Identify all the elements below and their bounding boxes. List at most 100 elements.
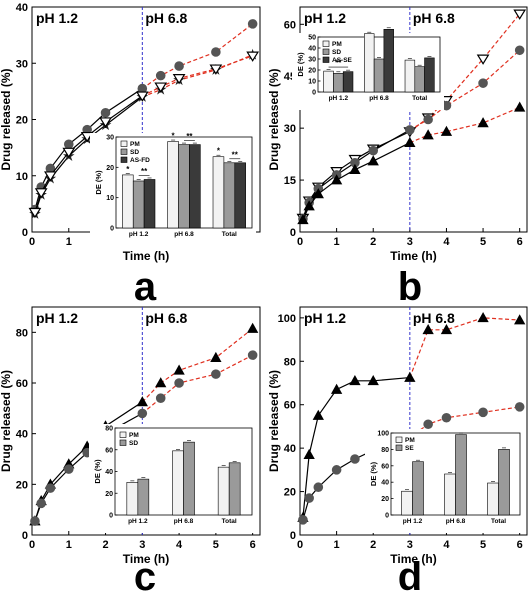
inset-group-label: pH 1.2 <box>329 95 349 102</box>
inset-bar <box>212 156 225 229</box>
y-tick-label: 30 <box>16 58 28 70</box>
inset-bar <box>404 59 416 93</box>
data-point <box>209 64 223 75</box>
data-point <box>154 82 168 93</box>
data-point <box>297 214 309 225</box>
inset-y-tick-label: 40 <box>381 480 389 487</box>
data-point <box>155 377 167 388</box>
inset-y-tick-label: 0 <box>110 226 114 233</box>
x-tick-label: 6 <box>517 236 523 248</box>
inset-bar <box>487 482 499 516</box>
data-point <box>173 364 185 375</box>
inset-y-tick-label: 40 <box>308 46 316 53</box>
inset-bar <box>137 478 150 516</box>
data-point <box>34 188 48 199</box>
y-tick-label: 20 <box>16 479 28 491</box>
x-tick-label: 3 <box>407 539 413 551</box>
data-point <box>30 516 40 526</box>
y-tick-label: 0 <box>290 227 296 239</box>
data-point <box>350 454 360 464</box>
x-tick-label: 4 <box>176 539 183 551</box>
data-point <box>211 369 221 379</box>
y-tick-label: 40 <box>16 429 28 441</box>
inset-y-axis-label: DE (%) <box>296 52 305 77</box>
inset-legend-swatch <box>395 444 403 451</box>
series-2 <box>28 51 260 219</box>
inset-legend-label: AS-SE <box>332 57 353 64</box>
data-point <box>514 101 526 112</box>
data-point <box>423 114 433 125</box>
data-point <box>514 314 526 325</box>
inset-y-tick-label: 20 <box>106 165 114 172</box>
panel-letter: b <box>398 265 422 309</box>
data-point <box>440 323 453 335</box>
inset-group-label: Total <box>222 518 237 525</box>
data-point <box>63 139 74 150</box>
inset-group-label: Total <box>412 95 427 102</box>
data-point <box>304 493 314 503</box>
data-point <box>367 375 379 386</box>
data-point <box>172 74 186 85</box>
panel-a: 0102030400123456Time (h)Drug released (%… <box>0 2 261 309</box>
y-tick-label: 80 <box>16 327 28 339</box>
inset-legend-label: PM <box>130 141 140 148</box>
data-point <box>36 498 46 509</box>
inset-bar <box>373 58 385 93</box>
inset-y-tick-label: 10 <box>308 79 316 86</box>
x-tick-label: 0 <box>297 236 303 248</box>
inset-y-tick-label: 80 <box>381 447 389 454</box>
x-axis-label: Time (h) <box>390 552 436 566</box>
inset-y-tick-label: 100 <box>377 431 389 438</box>
x-tick-label: 2 <box>370 236 376 248</box>
y-axis-label: Drug released (%) <box>267 370 281 472</box>
inset-bar <box>178 144 190 229</box>
y-tick-label: 0 <box>22 530 28 542</box>
data-point <box>62 147 76 159</box>
inset-y-tick-label: 0 <box>109 513 113 520</box>
y-axis-label: Drug released (%) <box>0 370 13 472</box>
inset-legend-label: SE <box>405 445 414 452</box>
inset-legend-label: SD <box>332 49 341 56</box>
data-point <box>303 200 315 211</box>
data-point <box>423 419 433 430</box>
inset-group-label: pH 1.2 <box>129 231 149 238</box>
inset-y-tick-label: 0 <box>312 90 316 97</box>
inset-y-tick-label: 30 <box>308 57 316 64</box>
data-point <box>349 375 361 386</box>
plot-frame <box>299 306 528 536</box>
significance-star: * <box>217 147 221 156</box>
data-point <box>349 163 361 174</box>
data-point <box>44 171 57 182</box>
x-tick-label: 3 <box>139 539 145 551</box>
panel-d: 0 20 40 60 80 100 0 1 2 3 4 5 6 Time (h) Drug released… <box>267 306 528 599</box>
x-tick-label: 6 <box>250 539 256 551</box>
series-line-acid <box>302 131 411 219</box>
phase-label-acid: pH 1.2 <box>36 310 78 326</box>
data-point <box>513 9 527 20</box>
inset-y-axis-label: DE (%) <box>369 461 378 486</box>
y-tick-label: 20 <box>284 487 296 499</box>
inset-group-label: Total <box>222 231 237 238</box>
data-point <box>404 136 416 147</box>
inset-de-chart: 0 10 20 30 40 50 DE (%) pH 1.2 pH 6.8 Total PMSDAS… <box>292 27 444 110</box>
y-tick-label: 60 <box>284 400 296 412</box>
data-point <box>303 448 315 459</box>
inset-y-tick-label: 50 <box>308 35 316 42</box>
x-tick-label: 0 <box>29 539 35 551</box>
data-point <box>247 350 258 360</box>
phase-label-acid: pH 1.2 <box>304 10 346 26</box>
inset-bar <box>183 441 195 516</box>
data-point <box>312 409 324 420</box>
x-tick-label: 1 <box>66 539 72 551</box>
x-tick-label: 5 <box>213 539 219 551</box>
data-point <box>405 125 415 135</box>
significance-star: * <box>172 132 176 141</box>
inset-legend-label: AS-FD <box>130 157 150 164</box>
inset-legend-label: PM <box>405 437 415 444</box>
plot-frame <box>31 306 261 536</box>
data-point <box>441 412 452 423</box>
data-point <box>331 465 342 475</box>
x-tick-label: 1 <box>334 236 340 248</box>
x-tick-label: 1 <box>66 236 72 248</box>
